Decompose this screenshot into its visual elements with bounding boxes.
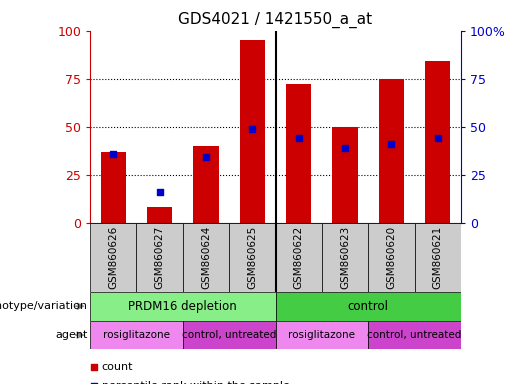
Point	[156, 189, 164, 195]
Text: control, untreated: control, untreated	[182, 330, 277, 340]
Point	[341, 145, 349, 151]
Bar	[183, 321, 276, 349]
Point	[90, 383, 98, 384]
Bar	[425, 61, 451, 223]
Bar	[136, 223, 183, 292]
Text: GSM860625: GSM860625	[247, 226, 258, 290]
Point	[109, 151, 117, 157]
Bar	[276, 321, 368, 349]
Bar	[90, 292, 276, 321]
Text: GSM860624: GSM860624	[201, 226, 211, 290]
Point	[248, 126, 256, 132]
Bar	[322, 223, 368, 292]
Bar	[368, 223, 415, 292]
Text: rosiglitazone: rosiglitazone	[103, 330, 170, 340]
Point	[434, 135, 442, 141]
Text: GSM860620: GSM860620	[386, 226, 397, 289]
Bar	[100, 152, 126, 223]
Point	[90, 364, 98, 370]
Text: control, untreated: control, untreated	[367, 330, 462, 340]
Text: control: control	[348, 300, 389, 313]
Title: GDS4021 / 1421550_a_at: GDS4021 / 1421550_a_at	[179, 12, 372, 28]
Text: count: count	[102, 362, 133, 372]
Bar	[415, 223, 461, 292]
Bar	[229, 223, 276, 292]
Bar	[276, 292, 461, 321]
Point	[387, 141, 396, 147]
Text: rosiglitazone: rosiglitazone	[288, 330, 355, 340]
Text: GSM860623: GSM860623	[340, 226, 350, 290]
Bar	[90, 321, 183, 349]
Point	[202, 154, 210, 161]
Bar	[276, 223, 322, 292]
Text: genotype/variation: genotype/variation	[0, 301, 88, 311]
Text: PRDM16 depletion: PRDM16 depletion	[128, 300, 237, 313]
Bar	[183, 223, 229, 292]
Bar	[379, 79, 404, 223]
Bar	[147, 207, 173, 223]
Text: GSM860621: GSM860621	[433, 226, 443, 290]
Text: agent: agent	[55, 330, 88, 340]
Text: percentile rank within the sample: percentile rank within the sample	[102, 381, 289, 384]
Bar	[239, 40, 265, 223]
Bar	[286, 84, 312, 223]
Bar	[90, 223, 136, 292]
Bar	[368, 321, 461, 349]
Bar	[332, 127, 358, 223]
Text: GSM860626: GSM860626	[108, 226, 118, 290]
Bar	[193, 146, 219, 223]
Text: GSM860627: GSM860627	[154, 226, 165, 290]
Point	[295, 135, 303, 141]
Text: GSM860622: GSM860622	[294, 226, 304, 290]
